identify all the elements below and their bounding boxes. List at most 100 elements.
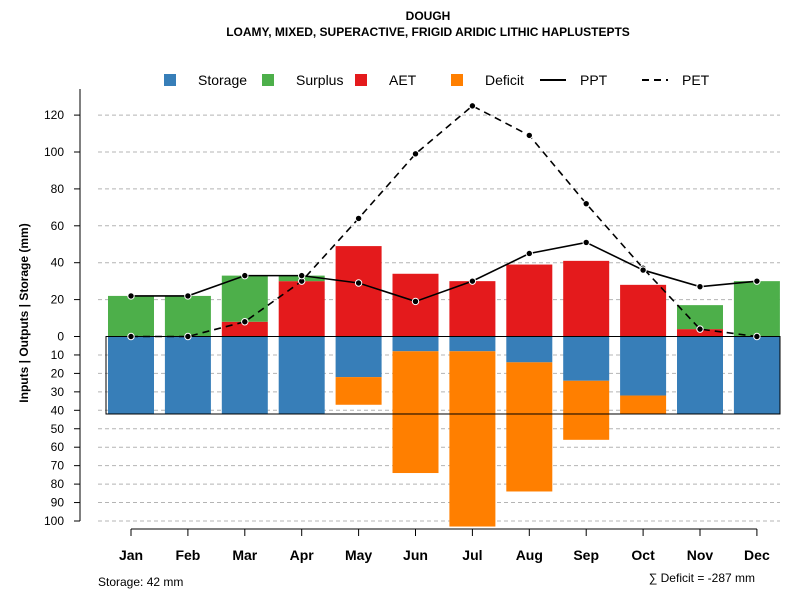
x-tick-label: Jun <box>403 547 428 563</box>
aet-bar <box>620 284 667 337</box>
deficit-bar <box>620 395 667 414</box>
y-tick-label: 60 <box>51 219 65 233</box>
x-tick-label: May <box>345 547 372 563</box>
y-tick-label: 40 <box>51 403 65 417</box>
aet-bar <box>506 264 553 337</box>
y-tick-label: 60 <box>51 440 65 454</box>
ppt-legend-label: PPT <box>580 72 608 88</box>
aet-legend-label: AET <box>389 72 417 88</box>
deficit-bar <box>506 362 553 492</box>
x-tick-label: Oct <box>631 547 655 563</box>
deficit-bar <box>563 380 610 440</box>
storage-legend-label: Storage <box>198 72 247 88</box>
surplus-bar <box>221 275 268 322</box>
y-tick-label: 10 <box>51 348 65 362</box>
surplus-bar <box>108 295 154 337</box>
ppt-point <box>582 238 590 247</box>
deficit-footer: ∑ Deficit = -287 mm <box>649 571 755 585</box>
surplus-bar <box>164 295 211 337</box>
y-tick-label: 30 <box>51 385 65 399</box>
surplus-bar <box>677 305 723 330</box>
x-tick-label: Jan <box>119 547 143 563</box>
storage-legend-swatch <box>164 74 176 86</box>
deficit-legend-swatch <box>451 74 463 86</box>
storage-footer: Storage: 42 mm <box>98 575 183 589</box>
bars <box>105 246 781 527</box>
x-tick-label: Dec <box>744 547 770 563</box>
aet-bar <box>335 246 382 337</box>
surplus-legend-swatch <box>262 74 274 86</box>
aet-bar <box>449 281 496 337</box>
pet-point <box>753 332 761 341</box>
y-axis-title: Inputs | Outputs | Storage (mm) <box>17 223 31 402</box>
pet-point <box>468 102 477 110</box>
ppt-point <box>411 297 420 306</box>
x-tick-label: Nov <box>687 547 714 563</box>
x-tick-label: Mar <box>232 547 257 563</box>
ppt-point <box>468 277 477 285</box>
pet-point <box>184 332 192 341</box>
aet-legend-swatch <box>355 74 367 86</box>
y-tick-label: 90 <box>51 496 65 510</box>
storage-bar <box>278 336 325 414</box>
storage-bar <box>677 336 723 414</box>
y-tick-label: 70 <box>51 459 65 473</box>
surplus-bar <box>733 281 780 337</box>
x-tick-label: Apr <box>290 547 315 563</box>
surplus-legend-label: Surplus <box>296 72 343 88</box>
y-tick-label: 80 <box>51 477 65 491</box>
deficit-bar <box>335 377 382 405</box>
storage-bar <box>221 336 268 414</box>
deficit-bar <box>392 351 439 474</box>
storage-bar <box>620 336 667 396</box>
ppt-point <box>354 279 363 287</box>
ppt-point <box>127 292 135 300</box>
chart-title: DOUGH <box>406 9 451 23</box>
storage-capacity-frame <box>105 336 781 415</box>
pet-point <box>241 318 249 326</box>
aet-bar <box>278 281 325 337</box>
storage-bar <box>392 336 439 352</box>
ppt-point <box>525 249 533 258</box>
y-tick-label: 50 <box>51 422 65 436</box>
ppt-point <box>639 266 647 274</box>
ppt-point <box>696 282 704 291</box>
pet-point <box>127 332 135 341</box>
ppt-point <box>298 271 306 280</box>
y-tick-label: 100 <box>44 145 64 159</box>
pet-point <box>525 131 533 140</box>
x-tick-label: Jul <box>462 547 482 563</box>
ppt-point <box>241 271 249 280</box>
deficit-legend-label: Deficit <box>485 72 524 88</box>
chart-subtitle: LOAMY, MIXED, SUPERACTIVE, FRIGID ARIDIC… <box>226 25 630 39</box>
y-tick-label: 20 <box>51 293 65 307</box>
gridlines <box>98 114 780 522</box>
pet-point <box>582 199 590 208</box>
aet-bar <box>563 260 610 337</box>
y-tick-label: 80 <box>51 182 65 196</box>
storage-bar <box>733 336 780 414</box>
aet-bar <box>221 321 268 337</box>
y-tick-label: 20 <box>51 366 65 380</box>
storage-bar <box>108 336 154 414</box>
y-tick-label: 100 <box>44 514 64 528</box>
y-tick-label: 40 <box>51 256 65 270</box>
ppt-point <box>184 292 192 300</box>
storage-bar <box>335 336 382 378</box>
x-tick-label: Sep <box>573 547 599 563</box>
pet-point <box>411 150 420 158</box>
legend: Storage Surplus AET Deficit PPT PET <box>164 72 710 88</box>
pet-legend-label: PET <box>682 72 710 88</box>
ppt-point <box>753 277 761 285</box>
deficit-bar <box>449 351 496 527</box>
storage-bar <box>449 336 496 352</box>
storage-bar <box>563 336 610 381</box>
y-tick-label: 120 <box>44 108 64 122</box>
series-lines <box>127 102 761 341</box>
pet-point <box>354 214 363 223</box>
x-tick-label: Feb <box>175 547 200 563</box>
axes: 0 20 40 60 80 100 120 10 20 30 40 50 60 70 80 90 100 Jan F… <box>44 89 770 563</box>
pet-point <box>696 325 704 333</box>
storage-bar <box>506 336 553 363</box>
